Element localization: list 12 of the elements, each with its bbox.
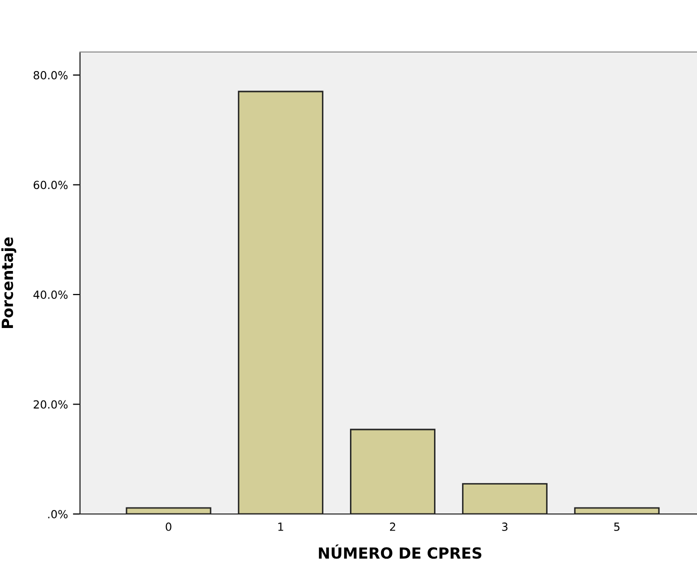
y-tick-label: .0% — [48, 510, 68, 518]
x-axis-title: NÚMERO DE CPRES — [318, 544, 482, 559]
x-tick-label: 1 — [278, 522, 284, 531]
y-tick-label: 80.0% — [34, 71, 68, 80]
x-tick-label: 5 — [614, 522, 620, 531]
y-tick-label: 40.0% — [33, 290, 68, 299]
y-tick-label: 20.0% — [34, 400, 68, 409]
y-axis-title: Porcentaje — [1, 237, 16, 328]
y-tick-label: 60.0% — [34, 180, 68, 190]
x-tick-label: 2 — [390, 522, 396, 531]
x-tick-label: 3 — [502, 522, 508, 531]
x-tick-label: 0 — [166, 522, 172, 531]
